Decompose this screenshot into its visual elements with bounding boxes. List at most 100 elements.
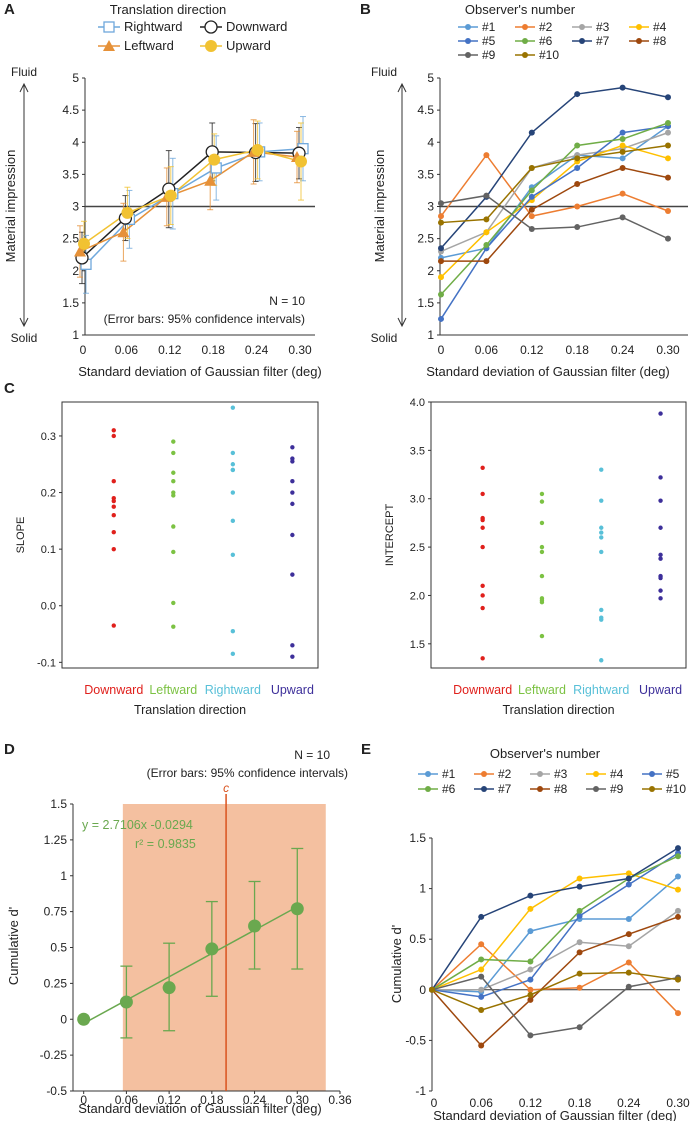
- panel-c-slope-point: [171, 439, 176, 444]
- panel-a-ytick-label: 4: [72, 135, 79, 149]
- panel-e-data-point: [478, 941, 485, 948]
- panel-b-data-point: [574, 91, 581, 98]
- panel-c-intercept-ytick-label: 3.0: [410, 494, 425, 506]
- panel-d-criterion-label: c: [223, 781, 229, 795]
- panel-b-series-line: [440, 144, 669, 224]
- panel-c-intercept-point: [599, 535, 604, 540]
- panel-a-legend-title: Translation direction: [110, 2, 227, 17]
- panel-e-series-line: [431, 872, 679, 991]
- panel-c-slope-ytick-label: -0.1: [37, 657, 56, 669]
- panel-e-legend-label: #5: [666, 767, 680, 781]
- panel-b-data-point: [483, 216, 490, 223]
- panel-b-data-point: [574, 203, 581, 210]
- panel-c-slope-ytick-label: 0.3: [41, 431, 56, 443]
- panel-b-data-point: [438, 219, 444, 226]
- panel-e-legend-label: #9: [610, 782, 624, 796]
- panel-c-intercept-point: [539, 573, 545, 579]
- panel-c-intercept-point: [599, 525, 604, 530]
- panel-b-xtick-label: 0.18: [566, 343, 590, 357]
- panel-b-data-point: [665, 155, 671, 162]
- panel-c-intercept-point: [480, 593, 485, 598]
- panel-b-data-point: [438, 213, 444, 220]
- panel-d-n-annotation: N = 10: [294, 748, 330, 762]
- panel-b-data-point: [483, 258, 490, 265]
- panel-d-xtick-label: 0.24: [243, 1093, 267, 1107]
- panel-b-data-point: [665, 207, 671, 214]
- panel-b-data-point: [438, 258, 444, 265]
- panel-a-data-point: [78, 237, 90, 250]
- panel-c-intercept-category-label: Upward: [639, 683, 682, 697]
- panel-b-legend-label: #7: [596, 34, 610, 48]
- panel-e-data-point: [478, 1007, 485, 1014]
- panel-b-ytick-label: 1: [427, 328, 434, 342]
- panel-c-slope-point: [290, 501, 295, 507]
- panel-b-solid-label: Solid: [371, 331, 398, 345]
- panel-b-legend-label: #5: [482, 34, 496, 48]
- panel-c-slope-point: [230, 490, 236, 495]
- panel-b-series-line: [440, 131, 669, 253]
- panel-b-series-line: [440, 86, 669, 249]
- panel-b-arrow-head-up: [397, 82, 407, 93]
- panel-d-ytick-label: -0.25: [40, 1048, 68, 1062]
- panel-d-data-point: [205, 942, 219, 956]
- panel-e-legend-marker: [593, 786, 599, 792]
- panel-c-intercept-point: [658, 575, 663, 581]
- panel-b-data-point: [619, 164, 626, 171]
- panel-b-data-point: [438, 274, 444, 281]
- panel-e-series-line: [431, 852, 679, 998]
- panel-a-data-point: [74, 245, 86, 257]
- panel-e-series-line: [431, 943, 679, 1014]
- panel-e-series-line: [431, 875, 679, 993]
- panel-c-slope-point: [290, 459, 295, 464]
- panel-b-legend-title: Observer's number: [465, 2, 576, 17]
- panel-a-fluid-label: Fluid: [11, 65, 37, 79]
- panel-e-xtick-label: 0.18: [568, 1096, 592, 1110]
- panel-c-slope-ytick-label: 0.1: [41, 544, 56, 556]
- panel-e-data-point: [527, 991, 534, 998]
- panel-e-data-point: [576, 875, 583, 882]
- panel-b-series-line: [441, 167, 669, 262]
- panel-e-data-point: [675, 1010, 681, 1017]
- panel-a-data-point: [251, 143, 264, 156]
- panel-c-slope-point: [230, 467, 236, 473]
- panel-b-data-point: [665, 235, 671, 242]
- panel-a-legend-marker: [103, 40, 115, 51]
- panel-c-intercept-point: [480, 517, 485, 523]
- panel-a-series-line: [85, 147, 304, 265]
- panel-e-legend-marker: [425, 786, 431, 792]
- panel-c-slope-point: [111, 504, 116, 509]
- panel-b-data-point: [665, 94, 671, 101]
- panel-e-data-point: [478, 956, 485, 963]
- panel-d-chart: c -0.5 -0.25 0 0.25 0.5 0.75 1 1.25 1.5 0 0.06 0.12 0…: [6, 748, 352, 1116]
- panel-c-slope-y-label: SLOPE: [15, 517, 27, 554]
- panel-e-data-point: [576, 883, 583, 890]
- panel-d-ytick-label: 1: [60, 869, 67, 883]
- panel-b-series-line: [440, 194, 669, 240]
- panel-b-legend-marker: [636, 38, 642, 44]
- panel-c-intercept-point: [658, 588, 663, 593]
- panel-b-data-point: [665, 129, 671, 136]
- panel-b-data-point: [438, 291, 444, 298]
- panel-c-intercept-point: [539, 491, 545, 497]
- panel-e-ytick-label: 0.5: [409, 932, 426, 946]
- panel-b-legend-marker: [522, 24, 528, 30]
- panel-c-slope-ytick-label: 0.2: [41, 488, 56, 500]
- panel-c-slope-point: [230, 552, 236, 558]
- panel-e-data-point: [576, 984, 583, 991]
- panel-c-intercept-point: [480, 525, 485, 530]
- panel-c-slope-point: [230, 629, 236, 634]
- panel-a-x-label: Standard deviation of Gaussian filter (d…: [78, 364, 322, 379]
- panel-e-xtick-label: 0: [431, 1096, 438, 1110]
- panel-c-slope-point: [290, 479, 295, 484]
- panel-b-data-point: [574, 155, 581, 162]
- panel-b-data-point: [438, 315, 444, 322]
- panel-e-chart: -1 -0.5 0 0.5 1 1.5 0 0.06 0.12 0.18 0.24 0.30Stand…: [389, 746, 690, 1121]
- panel-e-xtick-label: 0.30: [666, 1096, 690, 1110]
- panel-e-data-point: [625, 931, 632, 938]
- panel-b-y-label: Material impression: [372, 150, 387, 263]
- panel-b-ytick-label: 3.5: [417, 167, 434, 181]
- panel-e-series-line: [431, 847, 679, 991]
- panel-c-intercept-point: [539, 549, 545, 555]
- panel-b-legend-marker: [579, 24, 585, 30]
- panel-b-xtick-label: 0.30: [656, 343, 680, 357]
